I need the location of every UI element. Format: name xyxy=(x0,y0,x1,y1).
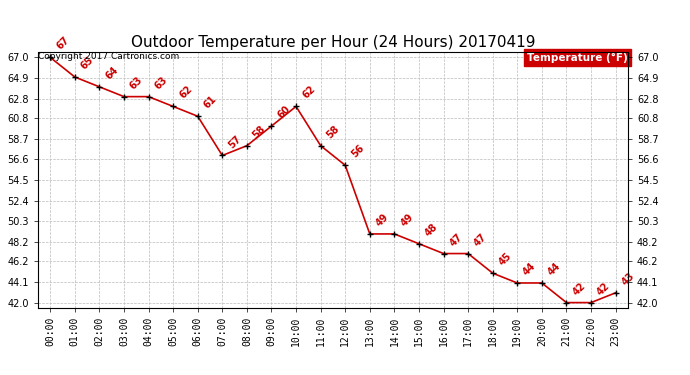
Text: 48: 48 xyxy=(423,222,440,238)
Text: 60: 60 xyxy=(275,104,293,120)
Text: 64: 64 xyxy=(104,64,120,81)
Text: 43: 43 xyxy=(620,271,636,287)
Text: 45: 45 xyxy=(497,251,513,268)
Text: 61: 61 xyxy=(202,94,219,111)
Text: 57: 57 xyxy=(226,133,243,150)
Text: 58: 58 xyxy=(325,123,342,140)
Text: 62: 62 xyxy=(300,84,317,101)
Text: 49: 49 xyxy=(399,212,415,228)
Text: 63: 63 xyxy=(128,75,145,91)
Text: 42: 42 xyxy=(595,280,612,297)
Text: 63: 63 xyxy=(152,75,169,91)
Text: 47: 47 xyxy=(472,231,489,248)
Text: 49: 49 xyxy=(374,212,391,228)
Text: 44: 44 xyxy=(546,261,562,278)
Text: 65: 65 xyxy=(79,55,96,72)
Text: Copyright 2017 Cartronics.com: Copyright 2017 Cartronics.com xyxy=(38,53,179,62)
Text: Temperature (°F): Temperature (°F) xyxy=(527,53,628,63)
Text: 56: 56 xyxy=(349,143,366,160)
Text: 44: 44 xyxy=(522,261,538,278)
Text: 67: 67 xyxy=(55,35,71,52)
Title: Outdoor Temperature per Hour (24 Hours) 20170419: Outdoor Temperature per Hour (24 Hours) … xyxy=(130,35,535,50)
Text: 47: 47 xyxy=(448,231,464,248)
Text: 42: 42 xyxy=(571,280,587,297)
Text: 62: 62 xyxy=(177,84,194,101)
Text: 58: 58 xyxy=(251,123,268,140)
